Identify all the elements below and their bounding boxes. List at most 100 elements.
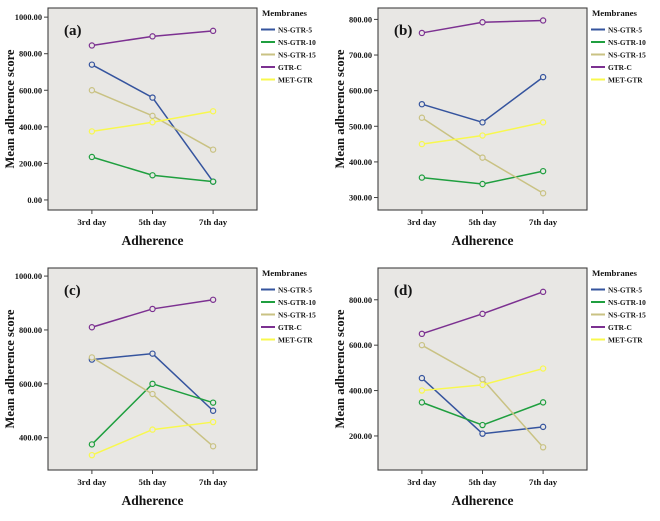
series-marker-ns-gtr-15 xyxy=(149,390,156,398)
y-tick-label: 0.00 xyxy=(27,196,42,205)
chart-panel: 400.00 600.00 800.00 1000.00 3rd day 5th day 7… xyxy=(3,267,316,508)
panel-letter: (b) xyxy=(394,23,412,39)
x-tick-label: 3rd day xyxy=(407,477,437,487)
legend-item-label: NS-GTR-10 xyxy=(608,298,646,307)
y-tick-label: 800.00 xyxy=(349,15,372,24)
series-marker-ns-gtr-10 xyxy=(149,172,156,179)
series-marker-ns-gtr-15 xyxy=(88,354,96,361)
series-marker-gtr-c xyxy=(209,27,217,35)
y-axis-title: Mean adherence score xyxy=(333,309,347,428)
series-marker-met-gtr xyxy=(88,451,96,459)
series-marker-gtr-c xyxy=(149,33,156,40)
series-marker-met-gtr xyxy=(479,381,486,389)
legend-item-label: GTR-C xyxy=(278,323,302,332)
series-marker-ns-gtr-15 xyxy=(209,443,217,450)
series-marker-ns-gtr-10 xyxy=(479,180,486,188)
y-tick-label: 500.00 xyxy=(349,122,372,131)
legend-title: Membranes xyxy=(592,8,638,18)
panel-letter: (a) xyxy=(64,23,82,39)
y-tick-label: 400.00 xyxy=(19,434,42,443)
y-tick-label: 400.00 xyxy=(349,158,372,167)
series-marker-ns-gtr-15 xyxy=(539,444,547,451)
x-tick-label: 5th day xyxy=(138,217,167,227)
chart-panel: 300.00 400.00 500.00 600.00 700.00 800.00 3rd … xyxy=(333,7,646,248)
series-marker-ns-gtr-15 xyxy=(209,146,217,153)
x-axis-title: Adherence xyxy=(122,233,184,248)
series-marker-ns-gtr-5 xyxy=(149,350,156,357)
panel-b: 300.00 400.00 500.00 600.00 700.00 800.00 3rd … xyxy=(330,0,660,260)
series-marker-ns-gtr-5 xyxy=(539,423,547,431)
series-marker-gtr-c xyxy=(418,330,426,338)
legend-item-label: NS-GTR-5 xyxy=(278,285,312,294)
y-tick-label: 600.00 xyxy=(349,341,372,350)
legend-item-label: NS-GTR-5 xyxy=(278,25,312,34)
plot-area xyxy=(47,267,258,471)
legend-item-label: NS-GTR-10 xyxy=(278,298,316,307)
series-marker-gtr-c xyxy=(149,305,156,313)
series-marker-ns-gtr-10 xyxy=(479,421,486,429)
x-tick-label: 5th day xyxy=(468,217,497,227)
series-marker-ns-gtr-5 xyxy=(479,119,486,126)
panel-letter: (d) xyxy=(394,283,412,299)
series-marker-ns-gtr-15 xyxy=(418,341,426,349)
x-tick-label: 3rd day xyxy=(77,217,107,227)
y-axis-title: Mean adherence score xyxy=(3,49,17,168)
x-tick-label: 7th day xyxy=(199,217,228,227)
series-marker-ns-gtr-10 xyxy=(209,178,217,185)
chart-panel: 200.00 400.00 600.00 800.00 3rd day 5th day 7t… xyxy=(333,267,646,508)
x-tick-label: 5th day xyxy=(138,477,167,487)
series-marker-ns-gtr-15 xyxy=(418,114,426,121)
x-tick-label: 7th day xyxy=(529,217,558,227)
series-marker-gtr-c xyxy=(209,296,217,303)
series-marker-ns-gtr-5 xyxy=(539,73,547,81)
series-marker-met-gtr xyxy=(479,132,486,139)
panel-d: 200.00 400.00 600.00 800.00 3rd day 5th day 7t… xyxy=(330,260,660,521)
series-marker-ns-gtr-5 xyxy=(149,94,156,101)
y-tick-label: 800.00 xyxy=(19,326,42,335)
series-marker-ns-gtr-10 xyxy=(88,441,96,448)
legend-item-label: MET-GTR xyxy=(608,335,643,344)
series-marker-gtr-c xyxy=(418,29,426,37)
series-marker-ns-gtr-15 xyxy=(88,87,96,94)
x-tick-label: 3rd day xyxy=(77,477,107,487)
legend-item-label: NS-GTR-5 xyxy=(608,285,642,294)
y-tick-label: 800.00 xyxy=(349,296,372,305)
chart-panel: 0.00 200.00 400.00 600.00 800.00 1000.00 3rd d… xyxy=(3,7,316,248)
series-marker-met-gtr xyxy=(539,365,547,372)
legend-item-label: GTR-C xyxy=(608,63,632,72)
legend-item-label: NS-GTR-5 xyxy=(608,25,642,34)
series-marker-ns-gtr-5 xyxy=(88,61,96,68)
series-marker-met-gtr xyxy=(209,108,217,115)
series-marker-ns-gtr-10 xyxy=(209,399,217,406)
x-tick-label: 7th day xyxy=(529,477,558,487)
series-marker-gtr-c xyxy=(479,19,486,26)
y-tick-label: 800.00 xyxy=(19,50,42,59)
series-marker-ns-gtr-10 xyxy=(418,399,426,406)
legend-item-label: NS-GTR-10 xyxy=(278,38,316,47)
series-marker-ns-gtr-5 xyxy=(479,430,486,437)
panel-c: 400.00 600.00 800.00 1000.00 3rd day 5th day 7… xyxy=(0,260,330,521)
series-marker-ns-gtr-10 xyxy=(88,153,96,161)
series-marker-gtr-c xyxy=(539,17,547,24)
series-marker-ns-gtr-5 xyxy=(418,374,426,382)
legend-item-label: NS-GTR-15 xyxy=(608,50,646,59)
x-tick-label: 3rd day xyxy=(407,217,437,227)
y-tick-label: 600.00 xyxy=(349,87,372,96)
legend-item-label: MET-GTR xyxy=(278,335,313,344)
legend-item-label: NS-GTR-15 xyxy=(608,310,646,319)
x-axis-title: Adherence xyxy=(452,493,514,508)
series-marker-ns-gtr-5 xyxy=(418,100,426,108)
panel-letter: (c) xyxy=(64,283,81,299)
y-axis-title: Mean adherence score xyxy=(333,49,347,168)
legend-item-label: MET-GTR xyxy=(278,75,313,84)
series-marker-ns-gtr-10 xyxy=(539,167,547,175)
legend-title: Membranes xyxy=(262,8,308,18)
series-marker-ns-gtr-5 xyxy=(209,407,217,414)
series-marker-ns-gtr-10 xyxy=(149,380,156,388)
series-marker-met-gtr xyxy=(418,140,426,148)
series-marker-met-gtr xyxy=(149,119,156,126)
y-tick-label: 1000.00 xyxy=(15,272,42,281)
series-marker-gtr-c xyxy=(479,310,486,318)
y-tick-label: 600.00 xyxy=(19,380,42,389)
